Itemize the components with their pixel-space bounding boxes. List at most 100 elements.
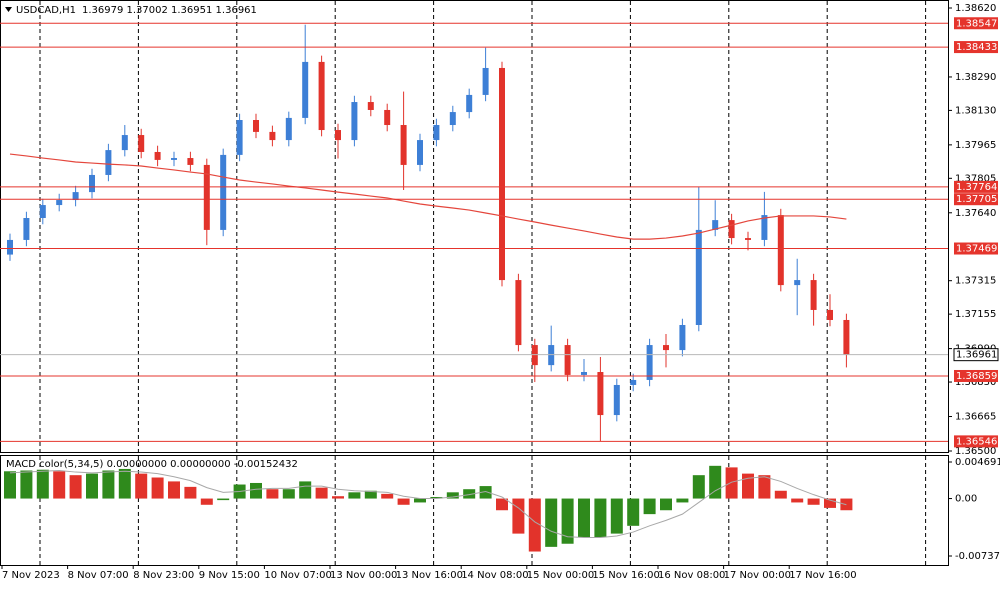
last-price-label: 1.36961 [956, 350, 997, 361]
candle-body [449, 112, 456, 126]
candle-body [351, 102, 358, 141]
level-box [954, 369, 998, 382]
main-panel [0, 0, 949, 453]
macd-bar [20, 470, 33, 499]
macd-bar [660, 498, 672, 511]
candle-body [827, 309, 833, 320]
x-tick-label: 14 Nov 08:00 [461, 570, 528, 581]
candle-body [433, 125, 440, 141]
candle-body [630, 379, 637, 385]
x-tick-label: 15 Nov 00:00 [527, 570, 594, 581]
candle-body [466, 94, 473, 113]
candle-body [367, 102, 374, 110]
macd-bar [332, 496, 344, 499]
candle-body [745, 238, 751, 240]
candle-body [72, 192, 79, 201]
macd-bar [610, 498, 623, 534]
macd-bar [348, 492, 361, 499]
macd-bar [135, 473, 148, 499]
candle-body [761, 215, 768, 240]
macd-bar [774, 490, 787, 499]
macd-bar [266, 489, 279, 499]
candle-body [23, 218, 30, 240]
x-tick-label: 13 Nov 00:00 [330, 570, 397, 581]
macd-bar [446, 492, 459, 499]
x-tick-label: 9 Nov 15:00 [199, 570, 260, 581]
x-tick-label: 8 Nov 07:00 [68, 570, 129, 581]
y-tick-label: 1.38130 [955, 105, 996, 116]
macd-bar [594, 498, 607, 538]
y-tick-label: 1.38290 [955, 72, 996, 83]
macd-bar [463, 489, 476, 499]
macd-bar [430, 496, 443, 499]
y-tick-label: 0.0046913 [955, 457, 1000, 468]
candle-body [154, 151, 161, 160]
level-label: 1.38433 [956, 42, 997, 53]
x-tick-label: 8 Nov 23:00 [133, 570, 194, 581]
macd-bar [184, 486, 197, 499]
x-tick-label: 10 Nov 07:00 [264, 570, 331, 581]
candle-body [171, 158, 177, 160]
macd-bar [496, 498, 508, 511]
candle-body [400, 125, 407, 165]
macd-title: MACD color(5,34,5) 0.00000000 0.00000000… [6, 459, 298, 470]
candle-body [646, 345, 653, 380]
y-tick-label: 1.37155 [955, 309, 996, 320]
candle-body [613, 384, 620, 416]
macd-bar [151, 477, 164, 499]
candle-body [663, 345, 669, 351]
macd-bar [102, 470, 115, 499]
y-tick-label: 1.37640 [955, 208, 996, 219]
level-box [954, 17, 998, 30]
macd-bar [824, 498, 836, 508]
macd-bar [627, 498, 640, 526]
candle-body [121, 135, 128, 151]
level-label: 1.37469 [956, 244, 997, 255]
plot-layer: 1.38620 1.38290 1.38130 1.37965 1.37805 1.376… [0, 1, 1000, 565]
level-label: 1.36546 [956, 436, 997, 447]
candle-body [253, 120, 259, 132]
macd-bar [512, 498, 525, 534]
level-box [954, 41, 998, 54]
macd-bar [4, 471, 16, 499]
macd-bar [725, 467, 738, 499]
macd-bar [282, 489, 295, 499]
y-tick-label: 1.36665 [955, 412, 996, 423]
candle-body [269, 131, 276, 141]
candle-body [515, 280, 522, 346]
level-label: 1.36859 [956, 371, 997, 382]
macd-bar [36, 469, 49, 499]
macd-bar [578, 498, 590, 538]
candle-body [810, 280, 817, 310]
macd-bar [758, 475, 771, 499]
candle-body [203, 164, 210, 230]
macd-signal [9, 470, 847, 539]
macd-bar [217, 498, 230, 501]
y-tick-label: 1.37805 [955, 173, 996, 184]
candle-body [564, 345, 571, 375]
candle-body [39, 205, 46, 219]
candle-body [581, 372, 587, 375]
y-tick-label: 0.00 [955, 494, 977, 505]
chart-header: USDCAD,H1 1.36979 1.37002 1.36951 1.36961 [16, 5, 257, 16]
level-label: 1.37705 [956, 194, 997, 205]
macd-bar [397, 498, 410, 505]
level-label: 1.38547 [956, 18, 997, 29]
macd-bar [315, 487, 328, 499]
candle-body [843, 319, 850, 355]
candle-body [318, 61, 325, 131]
candle-body [56, 200, 63, 206]
x-tick-label: 16 Nov 08:00 [658, 570, 725, 581]
candle-body [89, 174, 95, 193]
level-box [954, 193, 998, 206]
x-tick-label: 7 Nov 2023 [2, 570, 60, 581]
y-tick-label: 1.37315 [955, 276, 996, 287]
candle-body [597, 372, 604, 416]
level-box [954, 435, 998, 448]
macd-bar [742, 473, 754, 499]
candle-body [302, 61, 309, 118]
macd-bar [299, 481, 312, 499]
macd-bar [479, 486, 492, 499]
